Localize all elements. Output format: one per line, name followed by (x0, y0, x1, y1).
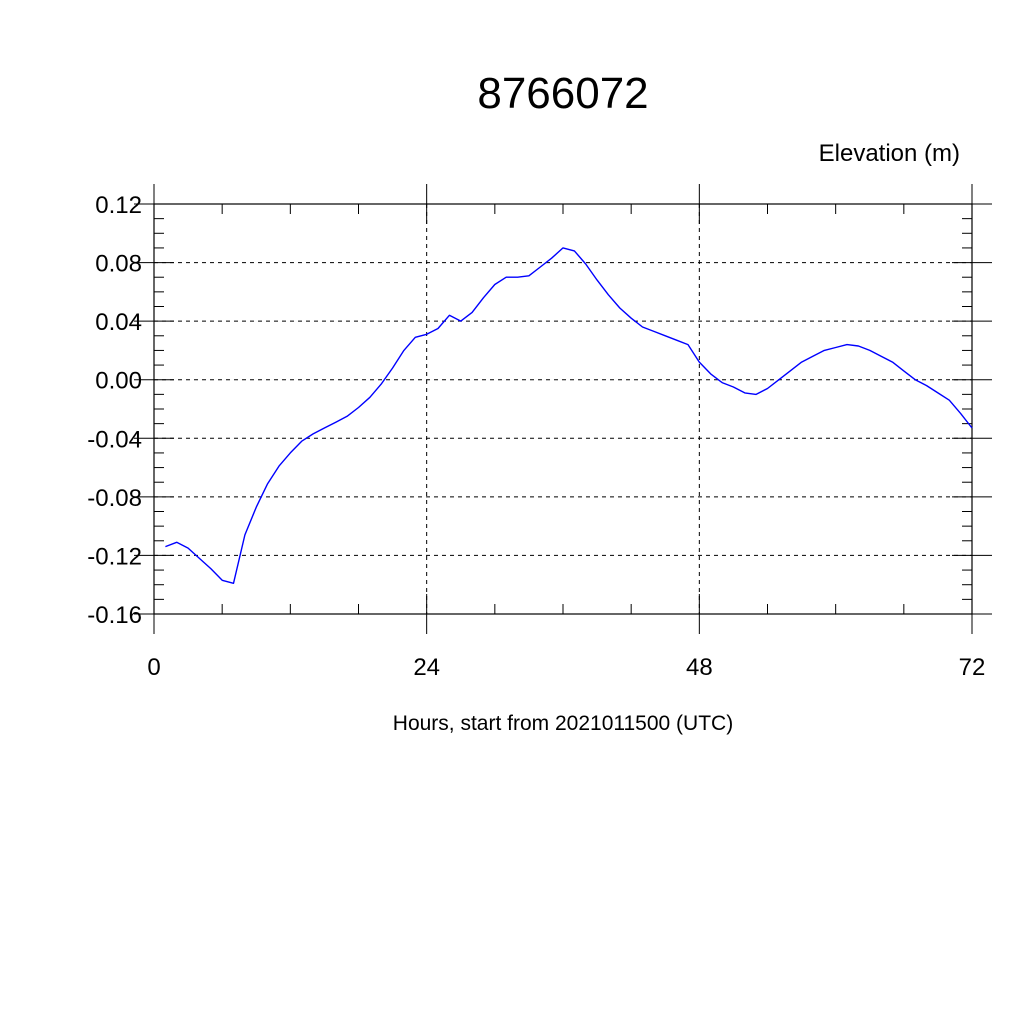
x-tick-label: 72 (959, 654, 986, 681)
x-tick-label: 0 (147, 654, 160, 681)
axis-ticks (134, 184, 992, 634)
chart-title: 8766072 (477, 69, 648, 118)
grid (153, 203, 973, 615)
y-tick-label: -0.16 (87, 602, 142, 629)
y-tick-label: 0.00 (95, 368, 142, 395)
plot-frame (153, 203, 973, 615)
x-tick-label: 24 (413, 654, 440, 681)
x-axis-label: Hours, start from 2021011500 (UTC) (393, 712, 733, 735)
y-tick-label: -0.04 (87, 426, 142, 453)
x-tick-label: 48 (686, 654, 713, 681)
tick-labels: -0.16 -0.12 -0.08 -0.04 0.00 0.04 0.08 0.12 0 24 4… (87, 192, 985, 681)
y-tick-label: 0.12 (95, 192, 142, 219)
y-tick-label: 0.04 (95, 309, 142, 336)
y-tick-label: -0.12 (87, 543, 142, 570)
y-axis-label: Elevation (m) (819, 140, 960, 167)
series-group (165, 247, 973, 584)
y-tick-label: -0.08 (87, 485, 142, 512)
y-tick-label: 0.08 (95, 251, 142, 278)
elevation-series-line (165, 247, 973, 584)
